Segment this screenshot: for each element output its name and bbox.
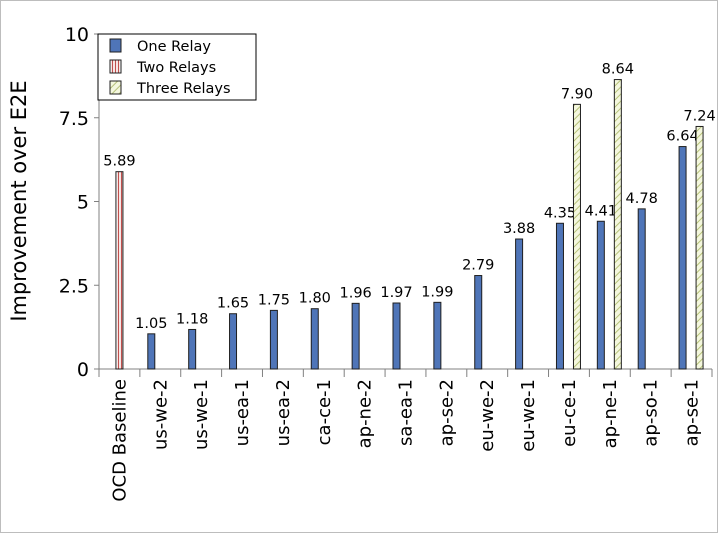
y-tick-label: 7.5 bbox=[59, 108, 89, 130]
data-label: 8.64 bbox=[602, 62, 634, 78]
legend: One Relay Two Relays Three Relays bbox=[97, 33, 257, 101]
bar-one-relay bbox=[515, 238, 524, 370]
x-tick-label: ap-ne-2 bbox=[355, 379, 376, 448]
legend-swatch bbox=[109, 38, 122, 53]
y-tick-label: 0 bbox=[77, 359, 89, 381]
data-label: 1.65 bbox=[217, 296, 249, 312]
x-tick-label: sa-ea-1 bbox=[396, 379, 417, 446]
data-label: 4.41 bbox=[585, 203, 617, 219]
bar-one-relay bbox=[392, 302, 401, 370]
bar-one-relay bbox=[596, 220, 605, 370]
data-label: 7.90 bbox=[561, 86, 593, 102]
data-label: 1.96 bbox=[339, 285, 371, 301]
bar-one-relay bbox=[147, 333, 156, 370]
bar-one-relay bbox=[351, 302, 360, 370]
data-label: 1.75 bbox=[258, 292, 290, 308]
bar-one-relay bbox=[637, 208, 646, 370]
legend-box bbox=[97, 33, 257, 101]
data-label: 2.79 bbox=[462, 258, 494, 274]
bar-one-relay bbox=[474, 275, 483, 370]
x-tick-label: eu-we-1 bbox=[518, 379, 539, 452]
y-tick-label: 10 bbox=[65, 24, 89, 46]
data-label: 4.78 bbox=[626, 191, 658, 207]
bar-one-relay bbox=[433, 301, 442, 370]
x-tick-label: ap-se-1 bbox=[682, 379, 703, 446]
x-tick-label: us-ea-2 bbox=[273, 379, 294, 446]
bar-one-relay bbox=[188, 328, 197, 370]
data-label: 1.99 bbox=[421, 284, 453, 300]
data-label: 4.35 bbox=[544, 205, 576, 221]
x-tick-label: ap-se-2 bbox=[436, 379, 457, 446]
data-label: 5.89 bbox=[103, 154, 135, 170]
bar-three-relays bbox=[695, 125, 704, 370]
data-label: 1.80 bbox=[299, 291, 331, 307]
data-label: 1.97 bbox=[380, 285, 412, 301]
axes: 0 2.5 5 7.5 10 OCD Baseline us-we-2 us-we-1 us-e… bbox=[7, 24, 713, 502]
legend-label: Two Relays bbox=[136, 60, 216, 76]
data-label: 7.24 bbox=[683, 108, 715, 124]
bar-one-relay bbox=[555, 222, 564, 370]
legend-label: Three Relays bbox=[136, 81, 231, 97]
bar-one-relay bbox=[229, 313, 238, 370]
x-tick-label: ca-ce-1 bbox=[314, 379, 335, 445]
bar-three-relays bbox=[572, 103, 581, 370]
legend-label: One Relay bbox=[137, 39, 211, 55]
data-label: 1.05 bbox=[135, 316, 167, 332]
x-tick-label: us-ea-1 bbox=[232, 379, 253, 446]
x-tick-label: ap-ne-1 bbox=[600, 379, 621, 448]
x-tick-label: eu-we-2 bbox=[477, 379, 498, 452]
data-label: 3.88 bbox=[503, 221, 535, 237]
data-label: 1.18 bbox=[176, 311, 208, 327]
bars: 1.05 1.18 1.65 1.75 1.80 1.96 1.97 1.99 2.79 3.88… bbox=[103, 62, 716, 370]
bar-one-relay bbox=[269, 309, 278, 370]
x-tick-label: us-we-2 bbox=[150, 379, 171, 450]
bar-two-relays bbox=[115, 171, 124, 370]
bar-one-relay bbox=[310, 308, 319, 370]
legend-swatch bbox=[109, 59, 122, 74]
y-tick-label: 5 bbox=[77, 192, 89, 214]
data-label: 6.64 bbox=[666, 129, 698, 145]
y-tick-label: 2.5 bbox=[59, 275, 89, 297]
x-tick-label: ap-so-1 bbox=[641, 379, 662, 447]
x-tick-label: OCD Baseline bbox=[109, 379, 130, 502]
x-tick-label: us-we-1 bbox=[191, 379, 212, 450]
y-axis-title: Improvement over E2E bbox=[7, 80, 31, 321]
bar-one-relay bbox=[678, 146, 687, 370]
x-tick-label: eu-ce-1 bbox=[559, 379, 580, 447]
legend-swatch bbox=[109, 80, 122, 95]
bar-three-relays bbox=[613, 79, 622, 370]
